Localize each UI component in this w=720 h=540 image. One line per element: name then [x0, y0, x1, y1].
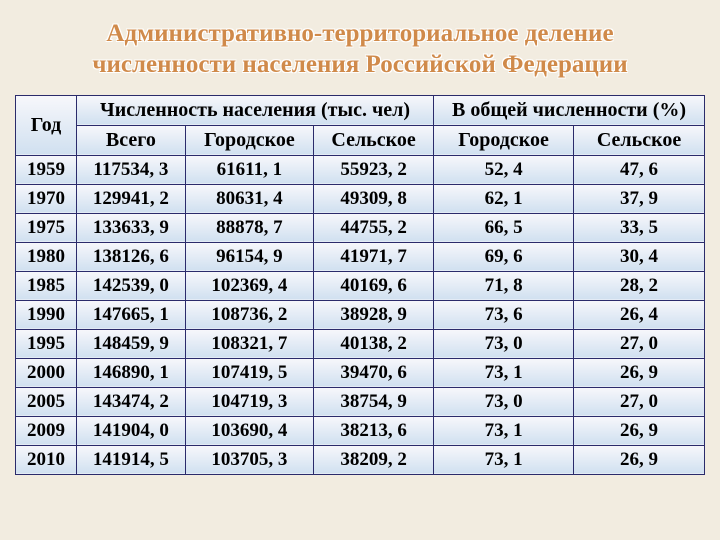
cell-pct_urban: 73, 1: [434, 445, 574, 474]
cell-year: 2005: [16, 387, 77, 416]
table-row: 1995148459, 9108321, 740138, 273, 027, 0: [16, 329, 705, 358]
col-total: Всего: [77, 125, 186, 155]
header-row-2: Всего Городское Сельское Городское Сельс…: [16, 125, 705, 155]
cell-urban: 102369, 4: [185, 271, 313, 300]
table-row: 1970129941, 280631, 449309, 862, 137, 9: [16, 184, 705, 213]
cell-pct_rural: 37, 9: [574, 184, 705, 213]
cell-rural: 38209, 2: [314, 445, 434, 474]
cell-pct_urban: 66, 5: [434, 213, 574, 242]
header-row-1: Год Численность населения (тыс. чел) В о…: [16, 95, 705, 125]
cell-pct_rural: 28, 2: [574, 271, 705, 300]
cell-total: 148459, 9: [77, 329, 186, 358]
cell-year: 1980: [16, 242, 77, 271]
col-rural: Сельское: [314, 125, 434, 155]
cell-total: 117534, 3: [77, 155, 186, 184]
col-year: Год: [16, 95, 77, 155]
cell-rural: 40138, 2: [314, 329, 434, 358]
cell-pct_rural: 33, 5: [574, 213, 705, 242]
cell-pct_urban: 73, 1: [434, 416, 574, 445]
cell-year: 2000: [16, 358, 77, 387]
table-row: 1959117534, 361611, 155923, 252, 447, 6: [16, 155, 705, 184]
cell-total: 129941, 2: [77, 184, 186, 213]
cell-pct_rural: 26, 9: [574, 358, 705, 387]
cell-pct_urban: 62, 1: [434, 184, 574, 213]
table-row: 2000146890, 1107419, 539470, 673, 126, 9: [16, 358, 705, 387]
cell-pct_rural: 26, 9: [574, 445, 705, 474]
table-row: 1980138126, 696154, 941971, 769, 630, 4: [16, 242, 705, 271]
cell-total: 142539, 0: [77, 271, 186, 300]
col-pct-urban: Городское: [434, 125, 574, 155]
cell-rural: 41971, 7: [314, 242, 434, 271]
cell-total: 138126, 6: [77, 242, 186, 271]
cell-total: 143474, 2: [77, 387, 186, 416]
cell-year: 2010: [16, 445, 77, 474]
cell-pct_urban: 69, 6: [434, 242, 574, 271]
table-row: 1985142539, 0102369, 440169, 671, 828, 2: [16, 271, 705, 300]
cell-year: 1985: [16, 271, 77, 300]
col-group-pct: В общей численности (%): [434, 95, 705, 125]
cell-pct_urban: 73, 0: [434, 329, 574, 358]
cell-urban: 108321, 7: [185, 329, 313, 358]
cell-rural: 49309, 8: [314, 184, 434, 213]
cell-pct_urban: 73, 0: [434, 387, 574, 416]
col-group-pop: Численность населения (тыс. чел): [77, 95, 434, 125]
col-urban: Городское: [185, 125, 313, 155]
cell-rural: 55923, 2: [314, 155, 434, 184]
table-body: 1959117534, 361611, 155923, 252, 447, 61…: [16, 155, 705, 474]
cell-rural: 44755, 2: [314, 213, 434, 242]
cell-urban: 104719, 3: [185, 387, 313, 416]
cell-year: 1959: [16, 155, 77, 184]
cell-pct_urban: 71, 8: [434, 271, 574, 300]
cell-urban: 108736, 2: [185, 300, 313, 329]
title-line2: численности населения Российской Федерац…: [92, 51, 627, 78]
cell-rural: 38213, 6: [314, 416, 434, 445]
cell-year: 1970: [16, 184, 77, 213]
title-line1: Административно-территориальное деление: [106, 20, 613, 47]
population-table: Год Численность населения (тыс. чел) В о…: [15, 95, 705, 475]
cell-urban: 103690, 4: [185, 416, 313, 445]
cell-total: 147665, 1: [77, 300, 186, 329]
cell-rural: 40169, 6: [314, 271, 434, 300]
cell-urban: 107419, 5: [185, 358, 313, 387]
cell-pct_urban: 52, 4: [434, 155, 574, 184]
cell-pct_rural: 27, 0: [574, 387, 705, 416]
cell-pct_rural: 26, 9: [574, 416, 705, 445]
cell-year: 1995: [16, 329, 77, 358]
cell-pct_rural: 26, 4: [574, 300, 705, 329]
cell-urban: 61611, 1: [185, 155, 313, 184]
cell-pct_rural: 27, 0: [574, 329, 705, 358]
table-row: 1990147665, 1108736, 238928, 973, 626, 4: [16, 300, 705, 329]
col-pct-rural: Сельское: [574, 125, 705, 155]
cell-rural: 38754, 9: [314, 387, 434, 416]
page-title: Административно-территориальное деление …: [0, 0, 720, 95]
cell-pct_rural: 47, 6: [574, 155, 705, 184]
cell-year: 1990: [16, 300, 77, 329]
cell-year: 1975: [16, 213, 77, 242]
table-row: 1975133633, 988878, 744755, 266, 533, 5: [16, 213, 705, 242]
cell-rural: 38928, 9: [314, 300, 434, 329]
cell-urban: 96154, 9: [185, 242, 313, 271]
cell-total: 146890, 1: [77, 358, 186, 387]
cell-year: 2009: [16, 416, 77, 445]
cell-rural: 39470, 6: [314, 358, 434, 387]
cell-total: 141904, 0: [77, 416, 186, 445]
table-row: 2009141904, 0103690, 438213, 673, 126, 9: [16, 416, 705, 445]
cell-urban: 103705, 3: [185, 445, 313, 474]
cell-pct_rural: 30, 4: [574, 242, 705, 271]
cell-urban: 88878, 7: [185, 213, 313, 242]
cell-total: 141914, 5: [77, 445, 186, 474]
table-row: 2010141914, 5103705, 338209, 273, 126, 9: [16, 445, 705, 474]
table-row: 2005143474, 2104719, 338754, 973, 027, 0: [16, 387, 705, 416]
cell-total: 133633, 9: [77, 213, 186, 242]
cell-pct_urban: 73, 6: [434, 300, 574, 329]
cell-pct_urban: 73, 1: [434, 358, 574, 387]
cell-urban: 80631, 4: [185, 184, 313, 213]
